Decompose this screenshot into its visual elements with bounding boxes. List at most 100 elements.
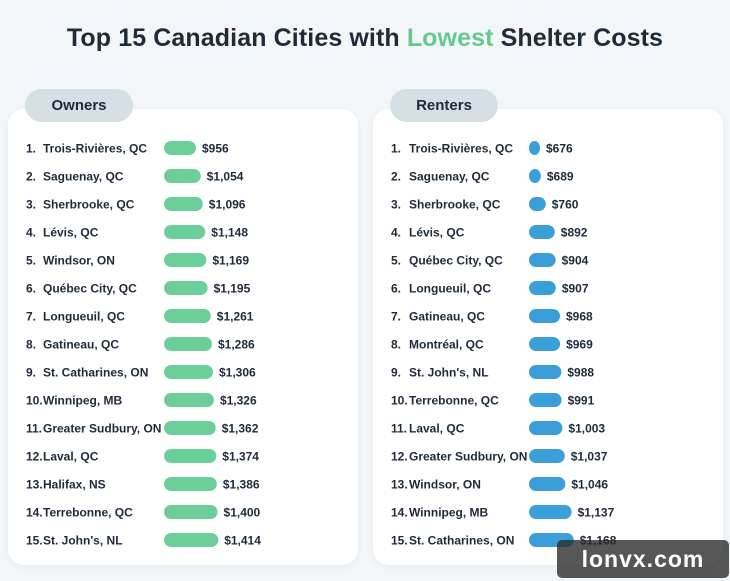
renters-bar bbox=[529, 477, 566, 491]
owners-rank-label: 13. bbox=[26, 478, 43, 492]
renters-bar bbox=[529, 253, 556, 267]
renters-rank-label: 12. bbox=[391, 450, 408, 464]
title-part2: Shelter Costs bbox=[493, 24, 664, 52]
owners-category-label: Sherbrooke, QC bbox=[43, 198, 135, 212]
renters-category-label: Windsor, ON bbox=[409, 478, 481, 492]
renters-category-label: Lévis, QC bbox=[409, 226, 465, 240]
owners-bar bbox=[164, 533, 219, 547]
owners-value-label: $1,414 bbox=[224, 534, 261, 548]
renters-value-label: $969 bbox=[566, 338, 593, 352]
renters-bar bbox=[529, 141, 540, 155]
owners-rank-label: 12. bbox=[26, 450, 43, 464]
watermark: lonvx.com bbox=[557, 540, 729, 578]
owners-category-label: Greater Sudbury, ON bbox=[43, 422, 161, 436]
owners-value-label: $1,362 bbox=[222, 422, 259, 436]
owners-bar bbox=[164, 309, 211, 323]
renters-value-label: $689 bbox=[547, 170, 574, 184]
renters-rank-label: 14. bbox=[391, 506, 408, 520]
owners-rank-label: 2. bbox=[26, 170, 36, 184]
renters-bar bbox=[529, 309, 561, 323]
renters-value-label: $904 bbox=[562, 254, 589, 268]
owners-bar bbox=[164, 141, 196, 155]
renters-rank-label: 6. bbox=[391, 282, 401, 296]
renters-panel-label: Renters bbox=[390, 89, 498, 122]
owners-value-label: $1,054 bbox=[207, 170, 244, 184]
renters-rank-label: 7. bbox=[391, 310, 401, 324]
renters-bar bbox=[529, 365, 562, 379]
renters-rank-label: 5. bbox=[391, 254, 401, 268]
owners-value-label: $956 bbox=[202, 142, 229, 156]
renters-category-label: Saguenay, QC bbox=[409, 170, 490, 184]
owners-category-label: St. Catharines, ON bbox=[43, 366, 148, 380]
owners-rank-label: 1. bbox=[26, 142, 36, 156]
renters-category-label: Winnipeg, MB bbox=[409, 506, 489, 520]
renters-rank-label: 1. bbox=[391, 142, 401, 156]
owners-value-label: $1,096 bbox=[209, 198, 246, 212]
renters-rank-label: 11. bbox=[391, 422, 407, 436]
owners-rank-label: 14. bbox=[26, 506, 43, 520]
renters-bar bbox=[529, 169, 541, 183]
owners-rank-label: 11. bbox=[26, 422, 42, 436]
owners-bar bbox=[164, 449, 217, 463]
owners-category-label: Longueuil, QC bbox=[43, 310, 125, 324]
title-part1: Top 15 Canadian Cities with bbox=[66, 24, 407, 52]
renters-rank-label: 2. bbox=[391, 170, 401, 184]
owners-category-label: Laval, QC bbox=[43, 450, 99, 464]
renters-value-label: $1,003 bbox=[568, 422, 605, 436]
renters-value-label: $760 bbox=[552, 198, 579, 212]
owners-value-label: $1,195 bbox=[214, 282, 251, 296]
renters-bar bbox=[529, 197, 546, 211]
owners-category-label: St. John's, NL bbox=[43, 534, 123, 548]
owners-bar bbox=[164, 365, 213, 379]
renters-category-label: Laval, QC bbox=[409, 422, 465, 436]
renters-bar bbox=[529, 281, 556, 295]
owners-bar bbox=[164, 393, 214, 407]
owners-rank-label: 15. bbox=[26, 534, 43, 548]
renters-value-label: $968 bbox=[566, 310, 593, 324]
owners-bar bbox=[164, 169, 201, 183]
renters-value-label: $1,037 bbox=[571, 450, 608, 464]
owners-rank-label: 9. bbox=[26, 366, 36, 380]
owners-rank-label: 5. bbox=[26, 254, 36, 268]
owners-value-label: $1,374 bbox=[222, 450, 259, 464]
renters-bar bbox=[529, 393, 562, 407]
renters-value-label: $1,137 bbox=[578, 506, 615, 520]
owners-category-label: Terrebonne, QC bbox=[43, 506, 133, 520]
owners-value-label: $1,148 bbox=[211, 226, 248, 240]
renters-rank-label: 13. bbox=[391, 478, 408, 492]
owners-value-label: $1,326 bbox=[220, 394, 257, 408]
renters-category-label: St. John's, NL bbox=[409, 366, 489, 380]
renters-category-label: Longueuil, QC bbox=[409, 282, 491, 296]
renters-value-label: $892 bbox=[561, 226, 588, 240]
owners-value-label: $1,169 bbox=[212, 254, 249, 268]
owners-value-label: $1,286 bbox=[218, 338, 255, 352]
renters-value-label: $991 bbox=[568, 394, 595, 408]
owners-rank-label: 4. bbox=[26, 226, 36, 240]
renters-category-label: Sherbrooke, QC bbox=[409, 198, 501, 212]
renters-category-label: St. Catharines, ON bbox=[409, 534, 514, 548]
owners-bar bbox=[164, 253, 207, 267]
owners-value-label: $1,261 bbox=[217, 310, 254, 324]
owners-value-label: $1,400 bbox=[224, 506, 261, 520]
renters-category-label: Terrebonne, QC bbox=[409, 394, 499, 408]
owners-category-label: Winnipeg, MB bbox=[43, 394, 123, 408]
renters-category-label: Gatineau, QC bbox=[409, 310, 485, 324]
owners-category-label: Windsor, ON bbox=[43, 254, 115, 268]
renters-rank-label: 8. bbox=[391, 338, 401, 352]
renters-bar bbox=[529, 449, 565, 463]
owners-bar bbox=[164, 281, 208, 295]
renters-rank-label: 4. bbox=[391, 226, 401, 240]
owners-rank-label: 7. bbox=[26, 310, 36, 324]
owners-bar bbox=[164, 505, 218, 519]
title-highlight: Lowest bbox=[406, 24, 494, 52]
renters-bar bbox=[529, 421, 563, 435]
owners-bar bbox=[164, 225, 206, 239]
renters-value-label: $676 bbox=[546, 142, 573, 156]
renters-bar bbox=[529, 225, 555, 239]
renters-rank-label: 10. bbox=[391, 394, 408, 408]
owners-bar bbox=[164, 337, 213, 351]
renters-bar bbox=[529, 337, 561, 351]
renters-bar bbox=[529, 505, 572, 519]
owners-bar bbox=[164, 421, 216, 435]
